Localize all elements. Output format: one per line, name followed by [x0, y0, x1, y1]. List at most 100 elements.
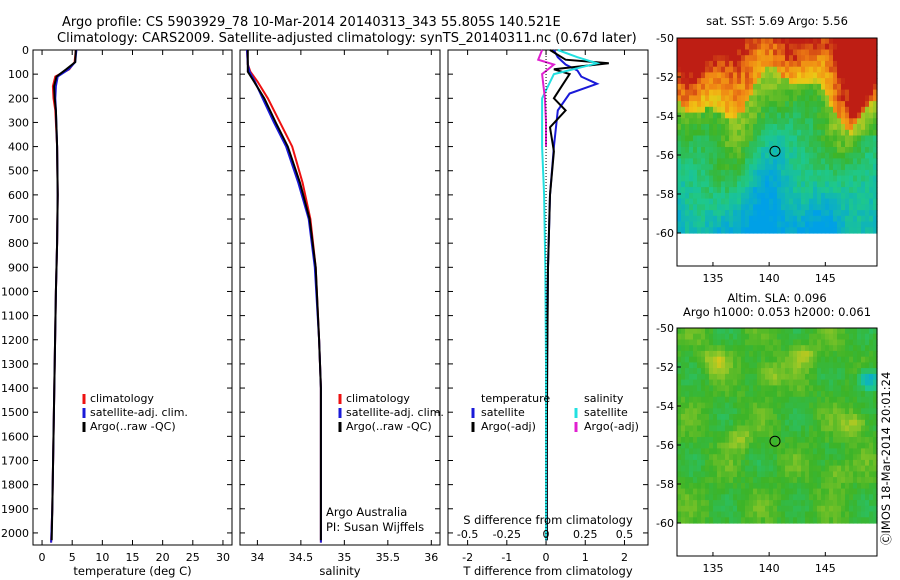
- heatmap-cell: [757, 517, 762, 524]
- heatmap-cell: [825, 60, 830, 68]
- heatmap-cell: [761, 385, 766, 392]
- heatmap-cell: [829, 210, 834, 217]
- heatmap-cell: [725, 66, 730, 73]
- heatmap-cell: [741, 328, 746, 335]
- heatmap-cell: [801, 38, 806, 45]
- heatmap-cell: [725, 129, 730, 137]
- heatmap-cell: [809, 83, 814, 91]
- heatmap-cell: [681, 471, 686, 478]
- heatmap-cell: [797, 181, 802, 188]
- heatmap-cell: [697, 118, 702, 125]
- heatmap-cell: [717, 328, 722, 335]
- heatmap-cell: [729, 379, 734, 386]
- heatmap-cell: [797, 328, 802, 335]
- heatmap-cell: [677, 215, 682, 223]
- heatmap-cell: [685, 414, 690, 421]
- heatmap-cell: [869, 402, 874, 409]
- heatmap-cell: [753, 391, 758, 398]
- heatmap-cell: [781, 408, 786, 415]
- heatmap-cell: [833, 169, 838, 177]
- heatmap-cell: [697, 368, 702, 375]
- heatmap-cell: [813, 425, 818, 432]
- heatmap-cell: [741, 55, 746, 62]
- heatmap-cell: [821, 198, 826, 205]
- heatmap-cell: [825, 488, 830, 495]
- heatmap-cell: [765, 49, 770, 56]
- heatmap-cell: [793, 181, 798, 188]
- heatmap-cell: [677, 477, 682, 484]
- heatmap-cell: [709, 431, 714, 438]
- heatmap-cell: [789, 204, 794, 211]
- heatmap-cell: [801, 328, 806, 335]
- heatmap-cell: [721, 118, 726, 125]
- heatmap-cell: [849, 471, 854, 478]
- heatmap-cell: [745, 339, 750, 346]
- heatmap-cell: [833, 124, 838, 131]
- heatmap-cell: [773, 396, 778, 404]
- heatmap-cell: [781, 328, 786, 335]
- heatmap-cell: [777, 477, 782, 484]
- heatmap-cell: [713, 333, 718, 340]
- heatmap-cell: [721, 328, 726, 335]
- heatmap-cell: [733, 356, 738, 363]
- heatmap-cell: [805, 328, 810, 335]
- heatmap-cell: [825, 101, 830, 108]
- heatmap-cell: [781, 198, 786, 205]
- heatmap-cell: [817, 459, 822, 467]
- heatmap-cell: [837, 112, 842, 119]
- heatmap-cell: [765, 425, 770, 432]
- heatmap-cell: [797, 350, 802, 358]
- heatmap-cell: [869, 129, 874, 137]
- heatmap-cell: [689, 402, 694, 409]
- heatmap-cell: [821, 60, 826, 68]
- sst-map-title: sat. SST: 5.69 Argo: 5.56: [706, 14, 848, 28]
- heatmap-cell: [853, 345, 858, 352]
- heatmap-cell: [733, 448, 738, 455]
- heatmap-cell: [737, 494, 742, 501]
- heatmap-cell: [853, 55, 858, 62]
- heatmap-cell: [857, 112, 862, 119]
- heatmap-cell: [805, 368, 810, 375]
- heatmap-cell: [721, 500, 726, 507]
- heatmap-cell: [769, 181, 774, 188]
- heatmap-cell: [753, 95, 758, 102]
- heatmap-cell: [733, 83, 738, 91]
- heatmap-cell: [789, 221, 794, 228]
- heatmap-cell: [773, 517, 778, 524]
- heatmap-cell: [809, 379, 814, 386]
- heatmap-cell: [717, 78, 722, 85]
- heatmap-cell: [761, 425, 766, 432]
- heatmap-cell: [853, 221, 858, 228]
- heatmap-cell: [857, 49, 862, 56]
- heatmap-cell: [833, 106, 838, 114]
- heatmap-cell: [837, 198, 842, 205]
- heatmap-cell: [873, 339, 878, 346]
- heatmap-cell: [869, 408, 874, 415]
- heatmap-cell: [869, 442, 874, 449]
- heatmap-cell: [829, 356, 834, 363]
- heatmap-cell: [873, 448, 878, 455]
- heatmap-cell: [753, 83, 758, 91]
- heatmap-cell: [773, 175, 778, 182]
- heatmap-cell: [721, 106, 726, 114]
- heatmap-cell: [793, 442, 798, 449]
- heatmap-cell: [733, 198, 738, 205]
- heatmap-cell: [741, 431, 746, 438]
- heatmap-cell: [869, 362, 874, 369]
- heatmap-cell: [681, 379, 686, 386]
- heatmap-cell: [837, 158, 842, 165]
- heatmap-cell: [801, 333, 806, 340]
- heatmap-cell: [761, 95, 766, 102]
- heatmap-cell: [805, 362, 810, 369]
- heatmap-cell: [753, 55, 758, 62]
- heatmap-cell: [793, 60, 798, 68]
- heatmap-cell: [757, 408, 762, 415]
- heatmap-cell: [837, 511, 842, 518]
- heatmap-cell: [765, 362, 770, 369]
- heatmap-cell: [709, 83, 714, 91]
- heatmap-cell: [689, 204, 694, 211]
- heatmap-cell: [805, 192, 810, 200]
- heatmap-cell: [841, 210, 846, 217]
- heatmap-cell: [789, 60, 794, 68]
- heatmap-cell: [869, 448, 874, 455]
